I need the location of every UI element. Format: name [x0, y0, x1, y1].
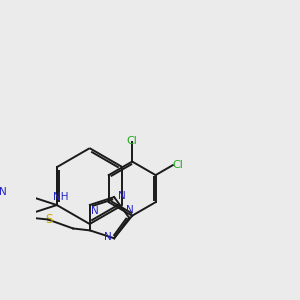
Text: N: N [104, 232, 112, 242]
Text: Cl: Cl [127, 136, 138, 146]
Text: N: N [91, 206, 98, 216]
Text: NH: NH [53, 192, 68, 202]
Text: S: S [45, 212, 52, 226]
Text: N: N [118, 191, 126, 201]
Text: N: N [0, 188, 7, 197]
Text: Cl: Cl [172, 160, 183, 170]
Text: N: N [126, 206, 134, 215]
